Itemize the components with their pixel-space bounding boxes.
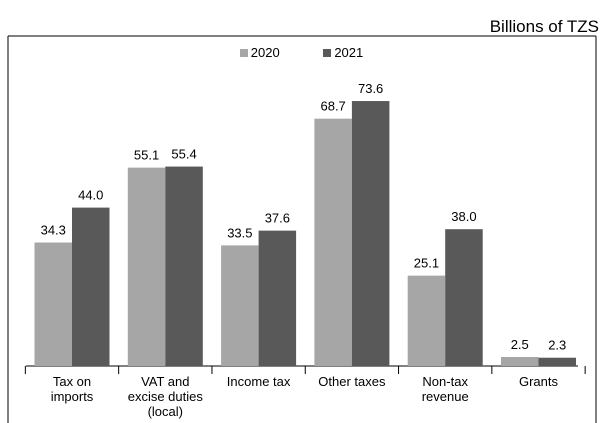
- chart-legend: 2020 2021: [0, 45, 603, 60]
- legend-item-2021: 2021: [323, 45, 363, 60]
- bar-2020: [221, 245, 259, 366]
- legend-label-2020: 2020: [250, 45, 280, 60]
- data-label-2020: 55.1: [134, 148, 159, 163]
- data-label-2021: 38.0: [451, 209, 476, 224]
- legend-swatch-2020: [239, 49, 248, 57]
- legend-swatch-2021: [323, 49, 332, 57]
- data-label-2021: 37.6: [265, 211, 290, 226]
- data-label-2020: 68.7: [320, 99, 345, 114]
- bar-2021: [351, 101, 390, 366]
- data-label-2021: 2.3: [548, 338, 566, 353]
- unit-label: Billions of TZS: [489, 17, 599, 36]
- data-label-2021: 73.6: [358, 81, 383, 96]
- legend-label-2021: 2021: [334, 45, 364, 60]
- bar-2020: [501, 357, 539, 366]
- data-label-2020: 2.5: [511, 337, 529, 352]
- category-label: Income tax: [227, 374, 291, 389]
- data-label-2021: 44.0: [78, 188, 103, 203]
- bar-2020: [314, 118, 352, 367]
- category-label: Tax on imports: [51, 374, 94, 404]
- bar-2021: [445, 229, 483, 366]
- data-label-2020: 33.5: [227, 225, 252, 240]
- bar-2021: [258, 230, 297, 366]
- data-label-2020: 25.1: [414, 256, 439, 271]
- bar-2021: [165, 166, 203, 366]
- category-label: Other taxes: [318, 374, 386, 389]
- bar-2020: [34, 242, 72, 366]
- data-label-2020: 34.3: [41, 223, 66, 238]
- bar-2020: [407, 275, 446, 366]
- legend-item-2020: 2020: [239, 45, 280, 60]
- category-label: Non-tax revenue: [422, 374, 469, 404]
- data-label-2021: 55.4: [171, 147, 196, 162]
- category-label: Grants: [519, 374, 559, 389]
- bar-2021: [72, 207, 110, 366]
- category-label: VAT and excise duties (local): [128, 374, 204, 419]
- bar-2021: [538, 357, 576, 366]
- bar-2020: [127, 167, 166, 366]
